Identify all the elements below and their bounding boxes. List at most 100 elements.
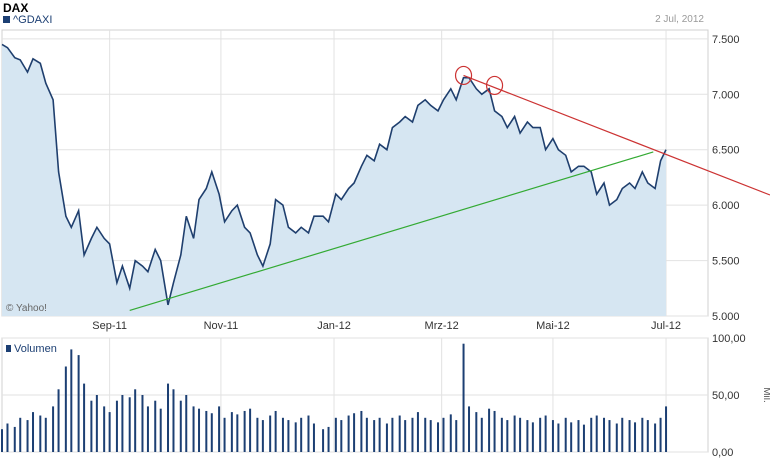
legend-square-price bbox=[3, 16, 10, 23]
volume-bar bbox=[437, 422, 440, 452]
x-tick-label: Jul-12 bbox=[651, 320, 681, 332]
volume-bar bbox=[360, 410, 363, 452]
price-y-tick-label: 6.500 bbox=[712, 145, 740, 157]
volume-bar bbox=[159, 408, 162, 452]
price-y-tick-label: 5.000 bbox=[712, 311, 740, 323]
volume-bar bbox=[141, 395, 144, 452]
yahoo-credit: © Yahoo! bbox=[6, 303, 47, 314]
volume-bar bbox=[52, 406, 55, 452]
volume-bar bbox=[167, 383, 170, 452]
volume-bar bbox=[468, 406, 471, 452]
x-tick-label: Mai-12 bbox=[536, 320, 570, 332]
volume-bar bbox=[236, 414, 239, 452]
x-tick-label: Mrz-12 bbox=[425, 320, 459, 332]
volume-bar bbox=[659, 417, 662, 452]
volume-bar bbox=[103, 406, 106, 452]
x-tick-label: Jan-12 bbox=[317, 320, 351, 332]
volume-bar bbox=[44, 417, 47, 452]
volume-bar bbox=[57, 389, 60, 452]
volume-bar bbox=[64, 366, 67, 452]
volume-bar bbox=[128, 397, 131, 452]
volume-bar bbox=[608, 420, 611, 452]
volume-panel: 0,00 50,00 100,00 bbox=[1, 333, 746, 458]
volume-bar bbox=[154, 400, 157, 452]
volume-bar bbox=[281, 417, 284, 452]
volume-bar bbox=[243, 410, 246, 452]
legend-square-volume bbox=[6, 345, 11, 352]
price-y-tick-label: 6.000 bbox=[712, 200, 740, 212]
volume-bar bbox=[32, 412, 35, 452]
volume-bar bbox=[615, 423, 618, 452]
volume-bar bbox=[26, 420, 29, 452]
volume-bar bbox=[577, 420, 580, 452]
volume-bar bbox=[19, 417, 22, 452]
volume-bar bbox=[223, 417, 226, 452]
volume-bar bbox=[531, 422, 534, 452]
volume-bar bbox=[488, 408, 491, 452]
volume-bar bbox=[378, 417, 381, 452]
volume-bar bbox=[391, 417, 394, 452]
volume-bar bbox=[347, 415, 350, 452]
volume-y-tick-label: 0,00 bbox=[712, 447, 733, 458]
volume-bar bbox=[398, 415, 401, 452]
volume-bar bbox=[307, 415, 310, 452]
volume-bar bbox=[385, 423, 388, 452]
volume-bar bbox=[90, 400, 93, 452]
volume-bar bbox=[500, 417, 503, 452]
volume-bar bbox=[442, 417, 445, 452]
volume-bar bbox=[115, 400, 118, 452]
volume-bar bbox=[557, 423, 560, 452]
volume-bar bbox=[416, 412, 419, 452]
volume-bar bbox=[634, 422, 637, 452]
volume-bar bbox=[322, 429, 325, 452]
volume-bar bbox=[121, 395, 124, 452]
volume-bar bbox=[312, 423, 315, 452]
legend-label-volume: Volumen bbox=[14, 343, 57, 355]
trend-lines bbox=[129, 65, 770, 312]
volume-bar bbox=[493, 410, 496, 452]
volume-bar bbox=[506, 420, 509, 452]
volume-bar bbox=[179, 400, 182, 452]
volume-bar bbox=[570, 422, 573, 452]
price-y-axis: 5.000 5.500 6.000 6.500 7.000 7.500 bbox=[712, 34, 740, 323]
price-area bbox=[2, 44, 666, 317]
price-y-tick-label: 7.500 bbox=[712, 34, 740, 46]
support-trendline bbox=[129, 151, 654, 312]
volume-bar bbox=[77, 355, 80, 452]
volume-bar bbox=[218, 406, 221, 452]
volume-bar bbox=[13, 426, 16, 452]
legend-label-price: ^GDAXI bbox=[13, 14, 52, 26]
volume-bar bbox=[544, 415, 547, 452]
price-panel: 5.000 5.500 6.000 6.500 7.000 7.500 Sep-11 Nov… bbox=[1, 29, 770, 332]
volume-bar bbox=[230, 412, 233, 452]
volume-bar bbox=[274, 410, 277, 452]
date-label: 2 Jul, 2012 bbox=[655, 14, 704, 25]
volume-bar bbox=[39, 415, 42, 452]
volume-bar bbox=[108, 412, 111, 452]
volume-bar bbox=[261, 420, 264, 452]
volume-bars bbox=[1, 343, 668, 452]
volume-bar bbox=[300, 417, 303, 452]
volume-bar bbox=[340, 420, 343, 452]
highlight-circle bbox=[454, 65, 473, 86]
volume-bar bbox=[172, 389, 175, 452]
volume-bar bbox=[621, 417, 624, 452]
volume-bar bbox=[269, 415, 272, 452]
volume-bar bbox=[6, 423, 9, 452]
price-y-tick-label: 5.500 bbox=[712, 256, 740, 268]
volume-bar bbox=[70, 349, 73, 452]
volume-bar bbox=[582, 424, 585, 452]
volume-bar bbox=[353, 413, 356, 452]
volume-bar bbox=[249, 408, 252, 452]
volume-bar bbox=[210, 413, 213, 452]
volume-bar bbox=[628, 420, 631, 452]
volume-bar bbox=[539, 417, 542, 452]
volume-bar bbox=[95, 395, 98, 452]
volume-bar bbox=[513, 415, 516, 452]
volume-bar bbox=[551, 420, 554, 452]
date-x-axis: Sep-11 Nov-11 Jan-12 Mrz-12 Mai-12 Jul-12 bbox=[92, 320, 681, 332]
volume-bar bbox=[429, 420, 432, 452]
volume-bar bbox=[198, 408, 201, 452]
x-tick-label: Sep-11 bbox=[92, 320, 127, 332]
